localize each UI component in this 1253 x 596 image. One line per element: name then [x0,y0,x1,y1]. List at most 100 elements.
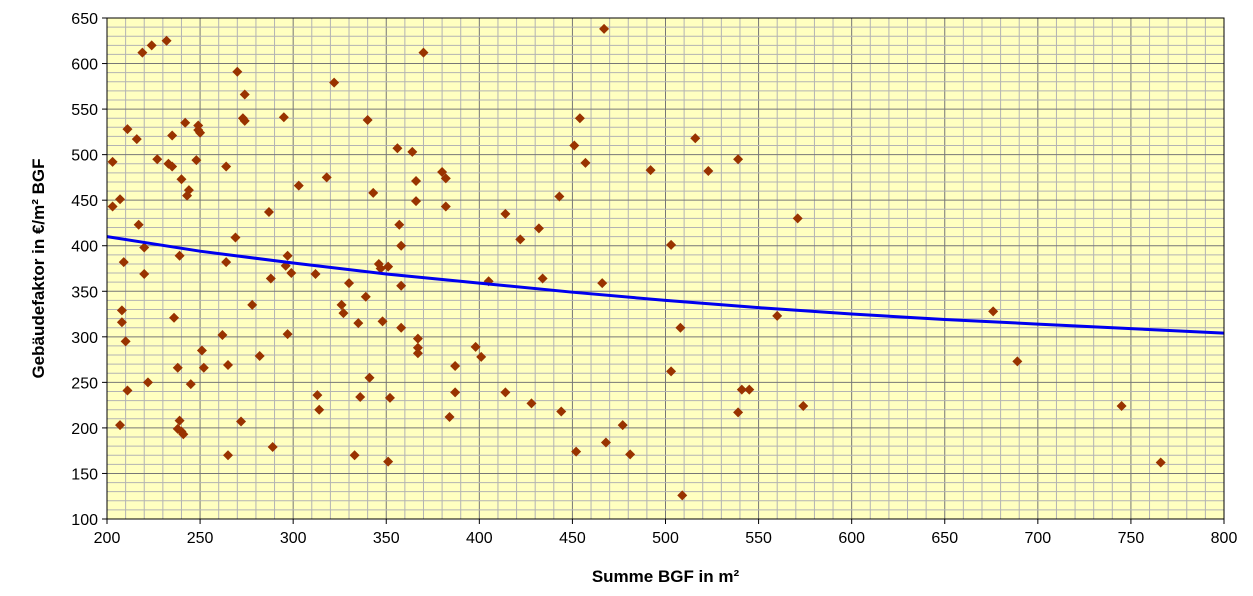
data-point [353,318,364,329]
x-tick-label: 250 [187,530,214,547]
data-point [355,391,366,402]
y-tick-label: 250 [71,375,98,392]
data-point [167,161,178,172]
data-point [500,208,511,219]
y-tick-label: 550 [71,102,98,119]
data-point [247,299,258,310]
data-point [146,40,157,51]
data-point [744,384,755,395]
data-point [167,130,178,141]
data-point [599,23,610,34]
data-point [139,242,150,253]
grid [106,17,1225,520]
data-point [236,416,247,427]
data-point [450,387,461,398]
data-point [221,161,232,172]
data-point [675,322,686,333]
y-tick-label: 300 [71,330,98,347]
data-point [418,47,429,58]
data-point [1012,356,1023,367]
data-point [131,134,142,145]
data-point [195,127,206,138]
trend-line [106,235,1225,335]
x-tick-label: 800 [1211,530,1238,547]
data-point [574,113,585,124]
data-point [666,239,677,250]
data-point [185,379,196,390]
data-point [321,172,332,183]
data-point [267,442,278,453]
data-point [444,411,455,422]
data-point [412,333,423,344]
data-point [178,429,189,440]
data-point [282,329,293,340]
data-point [677,490,688,501]
data-point [265,273,276,284]
data-point [196,345,207,356]
data-point [120,336,131,347]
y-axis-title: Gebäudefaktor in €/m² BGF [29,158,48,378]
data-point [223,450,234,461]
data-point [122,385,133,396]
data-point [384,392,395,403]
data-point [440,201,451,212]
data-point [988,306,999,317]
data-point [198,362,209,373]
data-point [597,278,608,289]
data-point [396,240,407,251]
data-point [666,366,677,377]
data-point [569,140,580,151]
data-point [690,133,701,144]
data-point [161,35,172,46]
data-point [239,115,250,126]
x-axis-title: Summe BGF in m² [592,567,740,586]
x-tick-label: 350 [373,530,400,547]
data-point [254,350,265,361]
data-point [437,166,448,177]
data-point [526,398,537,409]
y-tick-label: 350 [71,284,98,301]
data-point [191,155,202,166]
data-point [183,185,194,196]
data-point [645,165,656,176]
data-point [116,317,127,328]
data-point [139,268,150,279]
data-point [142,377,153,388]
data-point [392,143,403,154]
data-point [115,420,126,431]
x-tick-label: 400 [466,530,493,547]
data-point [383,261,394,272]
data-point [798,401,809,412]
data-point [600,437,611,448]
data-point [217,329,228,340]
data-point [772,310,783,321]
data-point [364,372,375,383]
data-point [172,362,183,373]
data-point [349,450,360,461]
data-point [394,219,405,230]
data-point [733,154,744,165]
data-point [1155,457,1166,468]
data-point [476,351,487,362]
data-point [221,257,232,268]
data-point [360,291,371,302]
data-point [556,406,567,417]
data-point [223,360,234,371]
data-point [537,273,548,284]
data-point [169,312,180,323]
data-point [500,387,511,398]
data-point [470,341,481,352]
plot-border [106,17,1225,520]
data-point [174,250,185,261]
y-tick-label: 150 [71,466,98,483]
x-tick-label: 500 [652,530,679,547]
data-point [230,232,241,243]
data-point [396,280,407,291]
data-point [180,117,191,128]
data-point [362,115,373,126]
y-axis-ticks: 100 150 200 250 300 350 400 450 500 550 600 650 [71,11,107,529]
x-tick-label: 550 [745,530,772,547]
data-point [116,305,127,316]
data-point [137,47,148,58]
x-tick-label: 200 [94,530,121,547]
